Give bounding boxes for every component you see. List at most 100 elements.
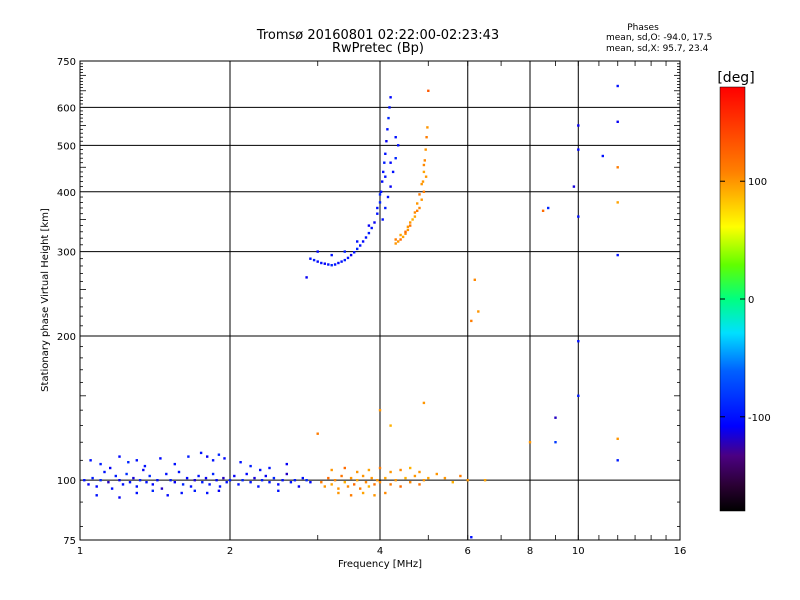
data-point-x (378, 409, 382, 412)
data-point-x (422, 190, 426, 193)
data-point-x (376, 479, 379, 482)
data-point-x (616, 201, 619, 204)
data-point-x (413, 215, 417, 218)
data-point-o (215, 479, 218, 482)
data-point-x (401, 235, 405, 239)
data-point-x (367, 485, 371, 488)
data-point-o (241, 479, 244, 482)
data-point-o (135, 491, 138, 495)
data-point-o (391, 170, 395, 174)
data-point-o (384, 206, 387, 210)
data-point-x (337, 487, 340, 490)
data-point-o (320, 261, 323, 265)
data-point-o (99, 462, 102, 466)
data-point-o (381, 180, 384, 183)
x-tick-label: 10 (572, 546, 585, 557)
data-point-o (118, 479, 121, 482)
data-point-o (577, 124, 580, 127)
data-point-o (384, 152, 387, 155)
data-point-o (361, 240, 365, 243)
data-point-o (159, 457, 162, 460)
data-point-o (382, 170, 385, 174)
data-point-x (399, 233, 402, 237)
data-point-o (181, 483, 185, 486)
data-point-o (285, 462, 288, 466)
data-point-o (309, 481, 312, 484)
data-point-x (424, 148, 427, 151)
data-point-o (127, 461, 130, 464)
data-point-x (459, 474, 462, 478)
data-point-o (397, 144, 400, 147)
data-point-x (409, 221, 412, 224)
data-point-x (384, 476, 387, 480)
x-axis-ticks: 1 2 4 6 8 10 16 (77, 61, 686, 557)
data-point-x (541, 209, 545, 212)
colorbar-tick-label: 100 (748, 177, 767, 188)
data-point-x (330, 483, 333, 486)
data-point-o (264, 474, 267, 478)
data-point-x (364, 481, 368, 484)
data-point-o (268, 466, 271, 470)
data-point-o (259, 468, 262, 472)
data-point-o (389, 96, 392, 99)
data-point-x (424, 175, 428, 178)
data-point-o (386, 195, 390, 199)
colorbar-tick-label: 0 (748, 295, 754, 306)
data-point-o (173, 481, 176, 484)
data-point-x (359, 487, 362, 490)
data-point-o (379, 190, 383, 193)
data-point-o (330, 264, 333, 267)
data-point-x (361, 474, 365, 478)
data-point-x (356, 479, 359, 482)
data-point-o (378, 193, 382, 196)
data-point-o (577, 148, 580, 151)
colorbar-unit: [deg] (717, 70, 754, 86)
data-point-x (420, 182, 423, 186)
data-point-o (211, 472, 215, 476)
data-point-o (189, 485, 193, 488)
data-point-o (343, 250, 346, 253)
data-point-x (420, 198, 423, 201)
data-point-o (225, 481, 228, 484)
data-point-o (138, 479, 142, 482)
data-point-o (121, 483, 125, 486)
data-point-o (373, 221, 376, 224)
data-point-o (378, 201, 382, 204)
data-point-o (359, 244, 362, 247)
data-point-o (554, 441, 557, 444)
data-point-x (473, 278, 476, 281)
data-point-x (418, 483, 421, 486)
data-point-o (343, 258, 346, 262)
data-point-x (406, 228, 410, 232)
data-point-o (327, 263, 330, 266)
data-point-x (384, 491, 387, 495)
data-point-o (277, 489, 280, 492)
data-point-o (386, 128, 389, 131)
data-point-o (616, 120, 619, 123)
data-point-o (367, 224, 371, 227)
data-point-o (305, 479, 308, 482)
data-point-o (132, 476, 135, 480)
data-point-x (423, 159, 426, 162)
data-point-o (143, 464, 147, 468)
y-tick-label: 100 (57, 476, 76, 487)
data-point-o (616, 459, 619, 462)
data-point-x (330, 468, 333, 472)
data-point-o (107, 481, 110, 484)
data-point-o (257, 485, 260, 488)
data-point-o (165, 472, 168, 476)
data-point-o (312, 258, 316, 262)
data-point-x (316, 432, 319, 435)
data-point-o (272, 476, 276, 480)
data-point-x (343, 466, 346, 470)
data-point-o (616, 84, 619, 88)
data-point-x (320, 481, 323, 484)
data-point-o (337, 261, 340, 265)
data-point-o (239, 461, 242, 464)
data-point-o (91, 476, 94, 480)
data-point-o (169, 479, 172, 482)
data-point-x (418, 206, 421, 210)
data-point-o (166, 494, 169, 497)
data-point-o (95, 485, 98, 488)
data-point-o (370, 226, 373, 230)
